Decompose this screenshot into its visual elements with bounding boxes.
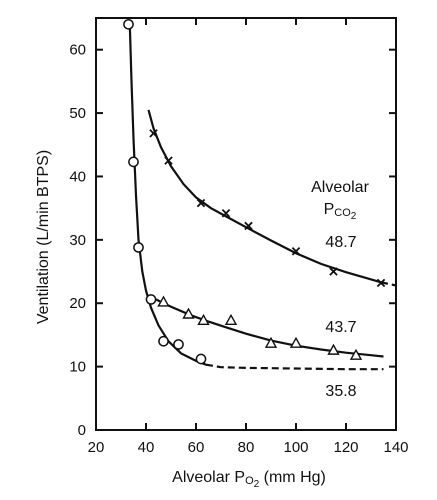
x-axis-label: Alveolar PO2 (mm Hg) <box>172 469 326 490</box>
x-tick-label: 40 <box>138 439 155 456</box>
point-43-7 <box>182 307 195 319</box>
x-axis-label-unit: (mm Hg) <box>259 469 326 486</box>
x-axis-label-sub2: 2 <box>254 479 260 490</box>
point-48-7 <box>149 129 158 138</box>
point-43-7 <box>224 313 238 326</box>
point-35-8 <box>128 156 139 168</box>
y-tick-label: 0 <box>78 422 86 439</box>
y-tick-label: 50 <box>69 105 86 122</box>
x-tick-label: 80 <box>238 439 255 456</box>
point-48-7 <box>329 267 338 276</box>
point-43-7 <box>349 348 363 360</box>
point-35-8 <box>173 339 184 350</box>
x-tick-label: 60 <box>188 439 205 456</box>
labels: 20 40 60 80 100 120 140 0 10 20 30 40 50 60 <box>69 42 408 456</box>
legend-title-line2-sub: CO <box>334 207 351 219</box>
y-tick-label: 10 <box>69 359 86 376</box>
y-tick-label: 40 <box>69 168 86 185</box>
series-label-48-7: 48.7 <box>325 234 356 251</box>
y-tick-label: 60 <box>69 42 86 59</box>
point-35-8 <box>158 335 169 347</box>
series-markers <box>123 18 386 365</box>
x-tick-label: 20 <box>88 439 105 456</box>
point-48-7 <box>196 198 206 208</box>
series-label-35-8: 35.8 <box>325 383 356 400</box>
y-axis-label: Ventilation (L/min BTPS) <box>35 150 52 324</box>
x-tick-label: 100 <box>283 439 308 456</box>
legend-title-line1: Alveolar <box>311 179 369 196</box>
x-tick-label: 120 <box>333 439 358 456</box>
x-axis-label-main: Alveolar P <box>172 469 245 486</box>
legend-title-line2-sub2: 2 <box>351 211 357 222</box>
y-tick-label: 20 <box>69 295 86 312</box>
point-48-7 <box>244 221 253 231</box>
x-tick-label: 140 <box>383 439 408 456</box>
legend-title-line2: PCO2 <box>324 201 357 222</box>
point-35-8 <box>123 18 134 30</box>
point-43-7 <box>157 295 170 307</box>
legend-title-line2-main: P <box>324 201 335 218</box>
axes <box>95 17 397 431</box>
series-line-35-8 <box>128 24 207 366</box>
series-label-43-7: 43.7 <box>325 319 356 336</box>
series-line-48-7 <box>147 109 382 284</box>
series-line-dashed-48-7 <box>380 281 397 287</box>
x-axis-label-sub: O <box>245 475 254 487</box>
point-48-7 <box>221 208 231 218</box>
point-35-8 <box>145 294 157 305</box>
series-line-43-7 <box>155 298 384 358</box>
point-48-7 <box>291 247 301 256</box>
point-48-7 <box>164 156 173 165</box>
series-curves <box>128 24 397 371</box>
point-43-7 <box>197 313 210 326</box>
series-line-dashed-35-8 <box>205 363 384 371</box>
point-48-7 <box>376 278 386 288</box>
point-35-8 <box>195 353 207 365</box>
point-35-8 <box>133 242 144 253</box>
y-tick-label: 30 <box>69 232 86 249</box>
point-43-7 <box>327 343 340 355</box>
point-43-7 <box>264 336 278 348</box>
point-43-7 <box>289 336 303 348</box>
